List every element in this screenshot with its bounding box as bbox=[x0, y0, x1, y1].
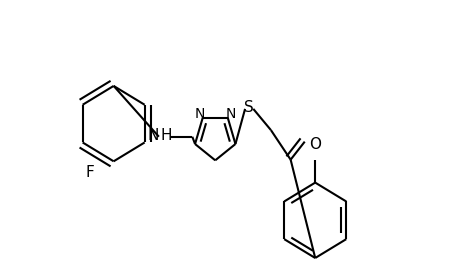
Text: F: F bbox=[85, 165, 94, 180]
Text: N: N bbox=[195, 107, 205, 121]
Text: O: O bbox=[308, 137, 320, 152]
Text: S: S bbox=[244, 100, 253, 115]
Text: N: N bbox=[147, 128, 158, 143]
Text: N: N bbox=[224, 107, 235, 121]
Text: H: H bbox=[160, 128, 172, 143]
